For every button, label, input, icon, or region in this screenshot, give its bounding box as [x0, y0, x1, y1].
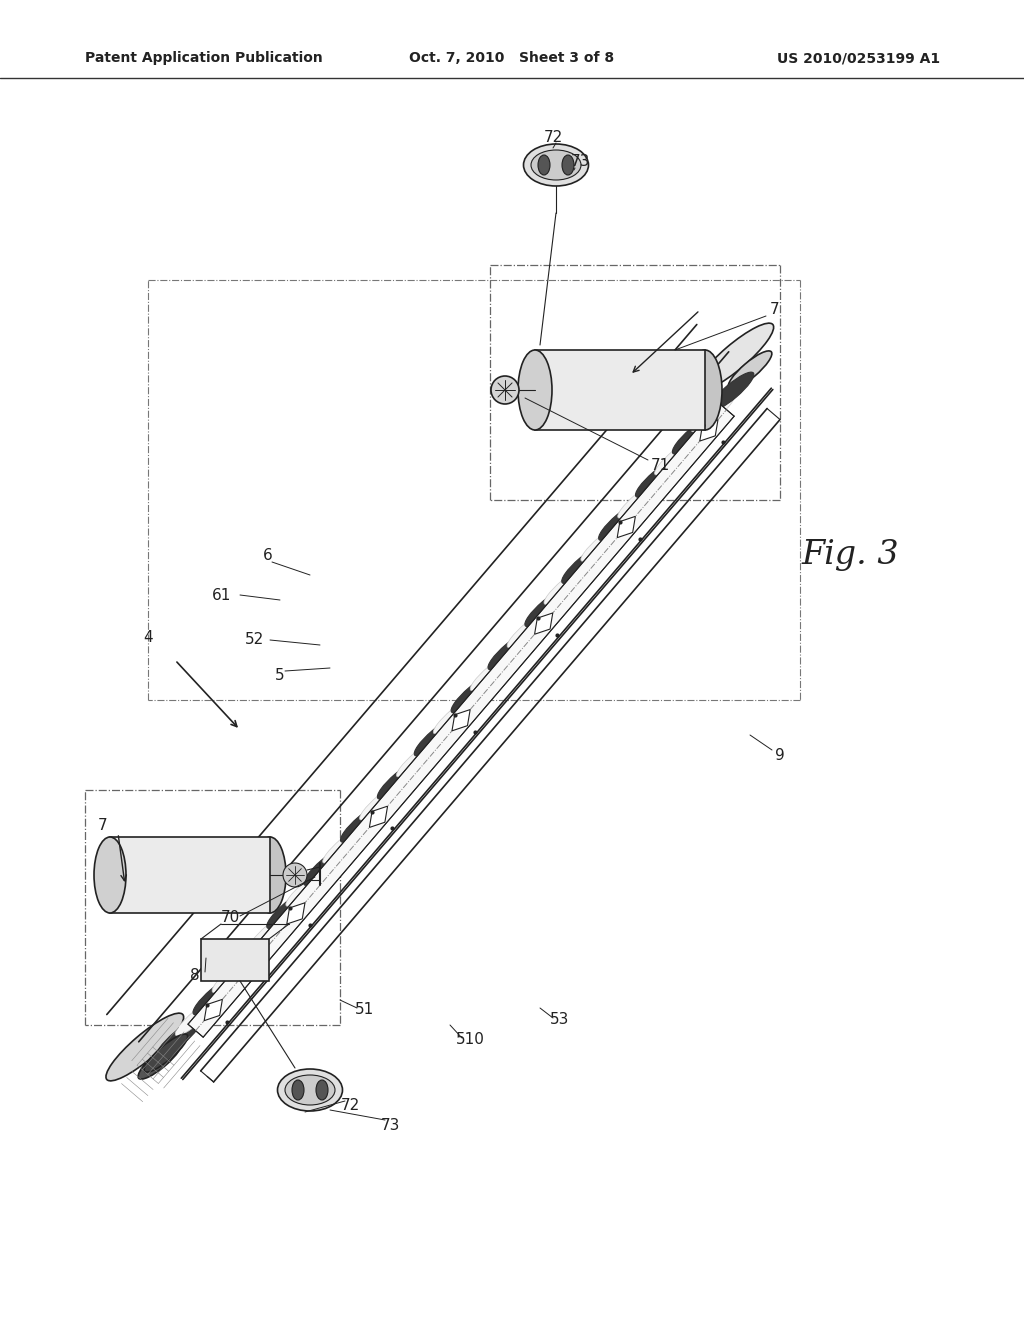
Text: 73: 73 — [570, 154, 590, 169]
Ellipse shape — [728, 351, 772, 389]
Text: 73: 73 — [380, 1118, 399, 1133]
Ellipse shape — [94, 837, 126, 913]
Ellipse shape — [507, 610, 551, 648]
Ellipse shape — [518, 350, 552, 430]
Ellipse shape — [105, 1014, 183, 1081]
Ellipse shape — [544, 566, 588, 605]
Ellipse shape — [396, 739, 439, 777]
Polygon shape — [287, 903, 305, 924]
Ellipse shape — [470, 653, 514, 690]
Ellipse shape — [323, 825, 366, 863]
Text: 72: 72 — [340, 1097, 359, 1113]
Ellipse shape — [696, 323, 774, 391]
Text: 7: 7 — [770, 302, 780, 318]
Text: 4: 4 — [143, 631, 153, 645]
Ellipse shape — [341, 804, 385, 842]
Text: 51: 51 — [355, 1002, 375, 1018]
Polygon shape — [452, 710, 470, 731]
Ellipse shape — [278, 1069, 342, 1111]
Ellipse shape — [433, 696, 476, 734]
Ellipse shape — [359, 783, 402, 820]
Ellipse shape — [304, 846, 348, 886]
Text: Patent Application Publication: Patent Application Publication — [85, 51, 323, 65]
Ellipse shape — [691, 395, 735, 432]
Ellipse shape — [193, 975, 238, 1015]
Text: 510: 510 — [456, 1032, 484, 1048]
Ellipse shape — [562, 154, 574, 176]
Ellipse shape — [673, 416, 717, 454]
Text: 7: 7 — [98, 817, 108, 833]
Ellipse shape — [415, 717, 459, 756]
Text: 71: 71 — [650, 458, 670, 473]
Ellipse shape — [254, 837, 286, 913]
Bar — [110, 837, 270, 913]
Ellipse shape — [212, 954, 255, 993]
Polygon shape — [699, 420, 718, 441]
Ellipse shape — [562, 545, 606, 583]
Ellipse shape — [283, 863, 307, 887]
Bar — [201, 939, 269, 981]
Ellipse shape — [138, 1041, 182, 1080]
Text: 70: 70 — [220, 911, 240, 925]
Bar — [535, 350, 705, 430]
Text: Oct. 7, 2010   Sheet 3 of 8: Oct. 7, 2010 Sheet 3 of 8 — [410, 51, 614, 65]
Ellipse shape — [617, 480, 662, 519]
Ellipse shape — [285, 1074, 335, 1105]
Text: 5: 5 — [275, 668, 285, 682]
Ellipse shape — [286, 869, 329, 907]
Polygon shape — [188, 403, 734, 1038]
Ellipse shape — [249, 912, 292, 949]
Ellipse shape — [654, 437, 698, 475]
Ellipse shape — [175, 998, 218, 1036]
Ellipse shape — [599, 502, 643, 540]
Ellipse shape — [266, 890, 311, 928]
Ellipse shape — [531, 150, 581, 180]
Ellipse shape — [490, 376, 519, 404]
Text: 6: 6 — [263, 548, 272, 562]
Text: US 2010/0253199 A1: US 2010/0253199 A1 — [777, 51, 940, 65]
Ellipse shape — [378, 760, 422, 799]
Ellipse shape — [292, 1080, 304, 1100]
Ellipse shape — [156, 1019, 201, 1057]
Ellipse shape — [636, 458, 680, 498]
Ellipse shape — [538, 154, 550, 176]
Text: Fig. 3: Fig. 3 — [801, 539, 899, 572]
Ellipse shape — [523, 144, 589, 186]
Polygon shape — [617, 516, 635, 537]
Text: 61: 61 — [212, 587, 231, 602]
Ellipse shape — [316, 1080, 328, 1100]
Ellipse shape — [452, 675, 496, 713]
Ellipse shape — [581, 524, 625, 561]
Ellipse shape — [229, 933, 274, 972]
Text: 53: 53 — [550, 1012, 569, 1027]
Ellipse shape — [688, 350, 722, 430]
Ellipse shape — [710, 372, 754, 411]
Text: 72: 72 — [544, 131, 562, 145]
Ellipse shape — [525, 587, 569, 627]
Ellipse shape — [488, 631, 532, 669]
Ellipse shape — [144, 1034, 187, 1072]
Polygon shape — [370, 807, 387, 828]
Polygon shape — [535, 612, 553, 634]
Text: 8: 8 — [190, 968, 200, 982]
Polygon shape — [204, 999, 222, 1020]
Text: 9: 9 — [775, 747, 784, 763]
Text: 52: 52 — [246, 632, 264, 648]
